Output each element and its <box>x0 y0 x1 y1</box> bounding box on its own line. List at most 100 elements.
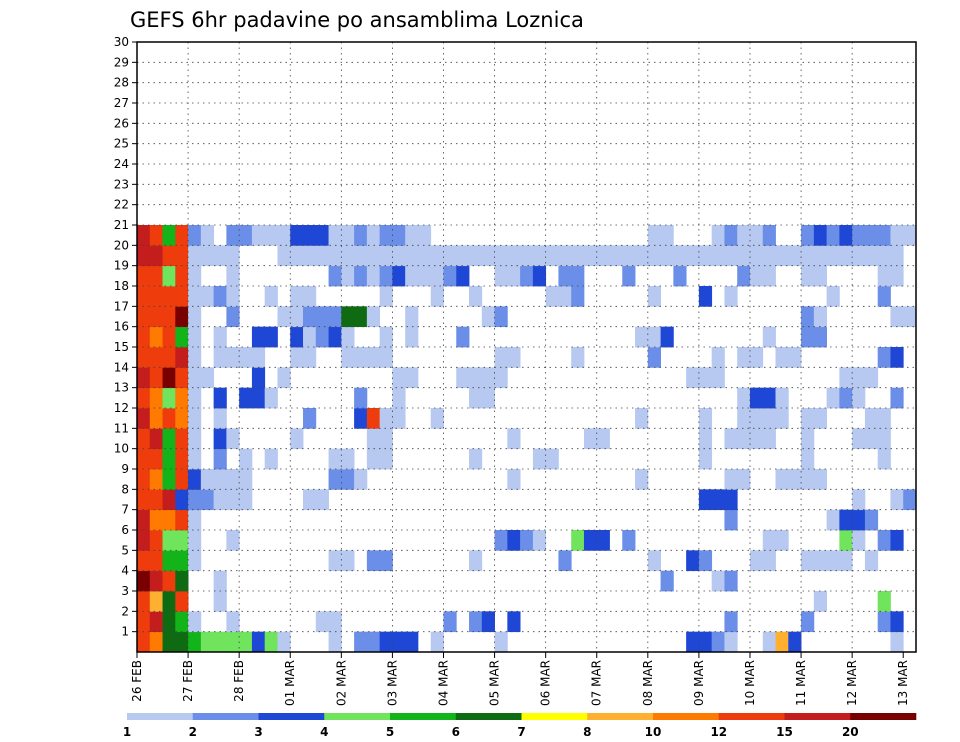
heatmap-cell <box>813 225 828 246</box>
heatmap-cell <box>213 591 227 612</box>
heatmap-cell <box>469 448 483 470</box>
heatmap-cell <box>507 265 521 287</box>
heatmap-cell <box>392 225 406 246</box>
heatmap-cell <box>507 245 521 267</box>
heatmap-cell <box>200 225 215 246</box>
heatmap-cell <box>149 591 163 612</box>
heatmap-cell <box>890 631 904 653</box>
y-tick-label: 20 <box>114 238 129 252</box>
heatmap-cell <box>532 245 547 267</box>
heatmap-cell <box>366 265 381 287</box>
heatmap-cell <box>494 367 508 389</box>
heatmap-cell <box>417 225 432 246</box>
y-tick-label: 1 <box>121 625 129 639</box>
heatmap-cell <box>392 265 406 287</box>
legend-swatch <box>587 713 654 720</box>
heatmap-cell <box>354 245 368 267</box>
heatmap-cell <box>239 347 253 368</box>
heatmap-cell <box>341 347 355 368</box>
heatmap-cell <box>826 225 840 246</box>
heatmap-cell <box>239 489 253 511</box>
heatmap-cell <box>137 550 151 572</box>
heatmap-cell <box>698 245 713 267</box>
heatmap-cell <box>379 225 393 246</box>
heatmap-cell <box>596 245 610 267</box>
heatmap-cell <box>162 408 176 429</box>
heatmap-cell <box>660 326 674 348</box>
y-tick-label: 23 <box>114 177 129 191</box>
heatmap-cell <box>175 326 189 348</box>
legend-label: 15 <box>776 725 793 739</box>
heatmap-cell <box>354 225 368 246</box>
y-tick-label: 5 <box>121 543 129 557</box>
heatmap-cell <box>801 408 815 429</box>
heatmap-cell <box>864 245 879 267</box>
heatmap-cell <box>737 347 751 368</box>
heatmap-cell <box>762 265 776 287</box>
heatmap-cell <box>149 489 163 511</box>
heatmap-cell <box>698 448 713 470</box>
heatmap-cell <box>788 469 802 490</box>
heatmap-cell <box>635 245 649 267</box>
heatmap-cell <box>277 306 291 328</box>
heatmap-cell <box>852 225 866 246</box>
heatmap-cell <box>405 631 419 653</box>
heatmap-cell <box>481 611 495 633</box>
heatmap-cell <box>813 550 828 572</box>
heatmap-cell <box>354 347 368 368</box>
heatmap-cell <box>532 265 547 287</box>
heatmap-cell <box>405 367 419 389</box>
heatmap-cell <box>877 428 891 450</box>
heatmap-cell <box>392 408 406 429</box>
heatmap-cell <box>698 408 713 429</box>
legend-label: 12 <box>710 725 727 739</box>
heatmap-cell <box>149 530 163 551</box>
heatmap-cell <box>877 286 891 307</box>
heatmap-cell <box>290 326 304 348</box>
y-tick-label: 19 <box>114 259 129 273</box>
heatmap-cell <box>801 245 815 267</box>
x-tick-label: 02 MAR <box>334 660 348 706</box>
heatmap-cell <box>686 631 700 653</box>
heatmap-cell <box>188 286 202 307</box>
heatmap-cell <box>801 306 815 328</box>
heatmap-cell <box>660 570 674 592</box>
heatmap-cell <box>303 489 317 511</box>
heatmap-cell <box>545 245 559 267</box>
heatmap-cell <box>571 265 585 287</box>
heatmap-cell <box>405 265 419 287</box>
heatmap-cell <box>328 225 342 246</box>
heatmap-cell <box>251 631 266 653</box>
x-tick-label: 12 MAR <box>845 660 859 706</box>
heatmap-cell <box>303 286 317 307</box>
heatmap-cell <box>507 611 521 633</box>
heatmap-cell <box>149 265 163 287</box>
heatmap-cell <box>775 408 789 429</box>
heatmap-cell <box>864 367 879 389</box>
heatmap-cell <box>711 570 725 592</box>
heatmap-cell <box>724 611 738 633</box>
heatmap-cell <box>494 245 508 267</box>
heatmap-cell <box>813 265 828 287</box>
heatmap-cell <box>864 408 879 429</box>
heatmap-cell <box>469 387 483 409</box>
heatmap-cell <box>456 367 470 389</box>
heatmap-cell <box>137 489 151 511</box>
heatmap-cell <box>686 245 700 267</box>
heatmap-cell <box>341 448 355 470</box>
heatmap-cell <box>852 530 866 551</box>
heatmap-cell <box>175 530 189 551</box>
heatmap-cell <box>890 387 904 409</box>
heatmap-cell <box>149 367 163 389</box>
heatmap-cell <box>417 265 432 287</box>
heatmap-cell <box>188 225 202 246</box>
heatmap-cell <box>558 550 572 572</box>
heatmap-cell <box>379 347 393 368</box>
heatmap-cell <box>877 265 891 287</box>
heatmap-cell <box>877 530 891 551</box>
heatmap-cell <box>188 387 202 409</box>
heatmap-cell <box>430 286 444 307</box>
heatmap-cell <box>162 326 176 348</box>
heatmap-cell <box>328 469 342 490</box>
heatmap-cell <box>162 428 176 450</box>
